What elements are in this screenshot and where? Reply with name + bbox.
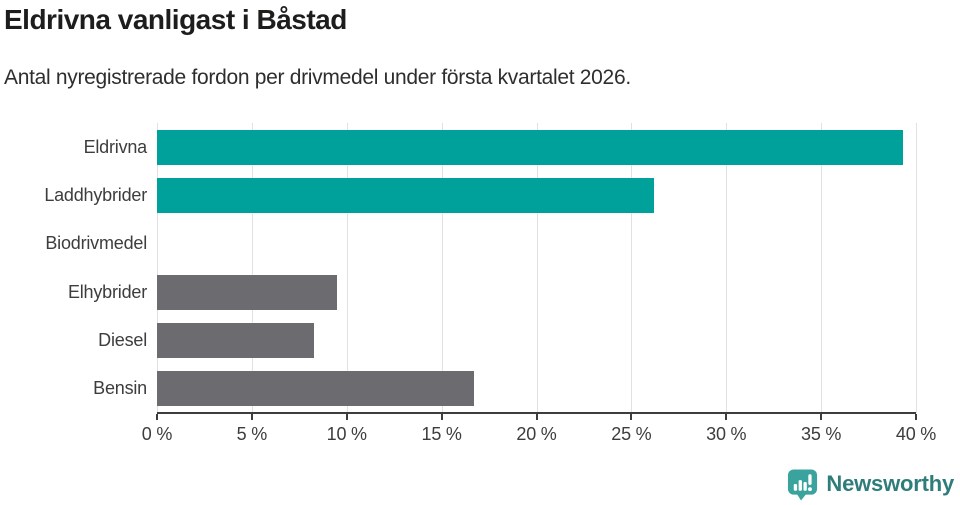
category-label: Biodrivmedel [45,233,147,254]
bar-bensin [157,371,474,407]
axis-tick-label: 30 % [706,424,747,444]
axis-tick [915,414,917,420]
category-label: Bensin [93,378,147,399]
axis-tick-label: 35 % [801,424,842,444]
gridline [821,123,823,413]
axis-tick [156,414,158,420]
bar-eldrivna [157,129,903,165]
gridline [251,123,253,413]
chart-subtitle: Antal nyregistrerade fordon per drivmede… [4,66,631,89]
axis-tick [535,414,538,420]
category-label: Laddhybrider [44,184,147,205]
category-label: Elhybrider [67,281,147,302]
axis-tick [725,414,728,420]
gridline [631,123,633,413]
gridline [157,123,158,413]
newsworthy-chart-bubble-icon [788,469,818,501]
axis-tick-label: 20 % [516,424,557,444]
gridline [726,123,728,413]
newsworthy-wordmark: Newsworthy [826,471,954,496]
axis-tick-label: 0 % [141,424,173,444]
x-axis-line [157,412,916,414]
axis-tick [345,414,348,420]
category-label: Eldrivna [83,136,148,157]
axis-tick [250,414,253,420]
bar-laddhybrider [157,178,655,213]
bar-diesel [157,323,315,358]
gridline [441,123,443,413]
axis-tick-label: 5 % [236,424,268,444]
category-axis: Eldrivna Laddhybrider Biodrivmedel Elhybrid… [0,123,147,413]
chart-title: Eldrivna vanligast i Båstad [4,4,347,35]
gridline [536,123,538,413]
axis-tick-label: 15 % [421,424,462,444]
bar-elhybrider [157,274,338,310]
axis-tick [440,414,443,420]
axis-tick-label: 40 % [895,424,937,444]
axis-tick-label: 25 % [611,424,652,444]
axis-tick-label: 10 % [326,424,367,444]
newsworthy-logo[interactable]: Newsworthy [786,467,954,501]
gridline [916,123,917,413]
axis-tick [820,414,823,420]
axis-tick [630,414,633,420]
category-label: Diesel [98,329,147,350]
gridline [346,123,348,413]
bar-chart-plot-area: 0 % 5 % 10 % 15 % 20 % 25 % 30 % 35 % 40 % [142,123,936,444]
